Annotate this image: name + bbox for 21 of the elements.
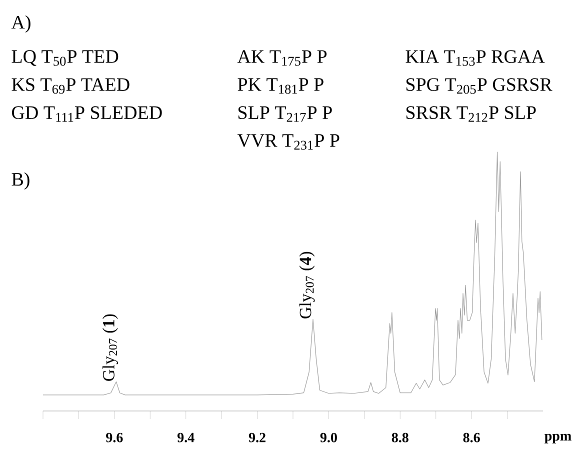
text: LQ T$_{50}$P TED <box>12 50 118 66</box>
text: VVR T$_{231}$P P <box>237 134 340 150</box>
text: KS T$_{69}$P TAED <box>12 78 130 94</box>
text: A) <box>11 15 30 33</box>
x-tick-label: 9.4 <box>177 432 194 442</box>
text: PK T$_{181}$P P <box>238 78 324 94</box>
x-tick-label: 8.8 <box>392 432 408 442</box>
text: GD T$_{111}$P SLEDED <box>12 106 162 122</box>
text: SPG T$_{205}$P GSRSR <box>406 78 552 94</box>
x-tick-label: 9.0 <box>320 432 337 442</box>
x-tick-label: 9.2 <box>248 432 266 442</box>
annotation: Gly$_{207}$ (1) <box>102 314 118 381</box>
text: AK T$_{175}$P P <box>237 50 327 66</box>
text: SLP T$_{217}$P P <box>238 106 332 122</box>
x-tick-label: 8.6 <box>463 432 480 442</box>
annotation: Gly$_{207}$ (4) <box>299 252 315 318</box>
x-tick-label: 9.6 <box>106 432 123 442</box>
text: B) <box>12 172 30 190</box>
text: SRSR T$_{212}$P SLP <box>406 106 536 122</box>
x-axis-title: ppm <box>544 434 572 444</box>
text: KIA T$_{153}$P RGAA <box>406 50 545 66</box>
